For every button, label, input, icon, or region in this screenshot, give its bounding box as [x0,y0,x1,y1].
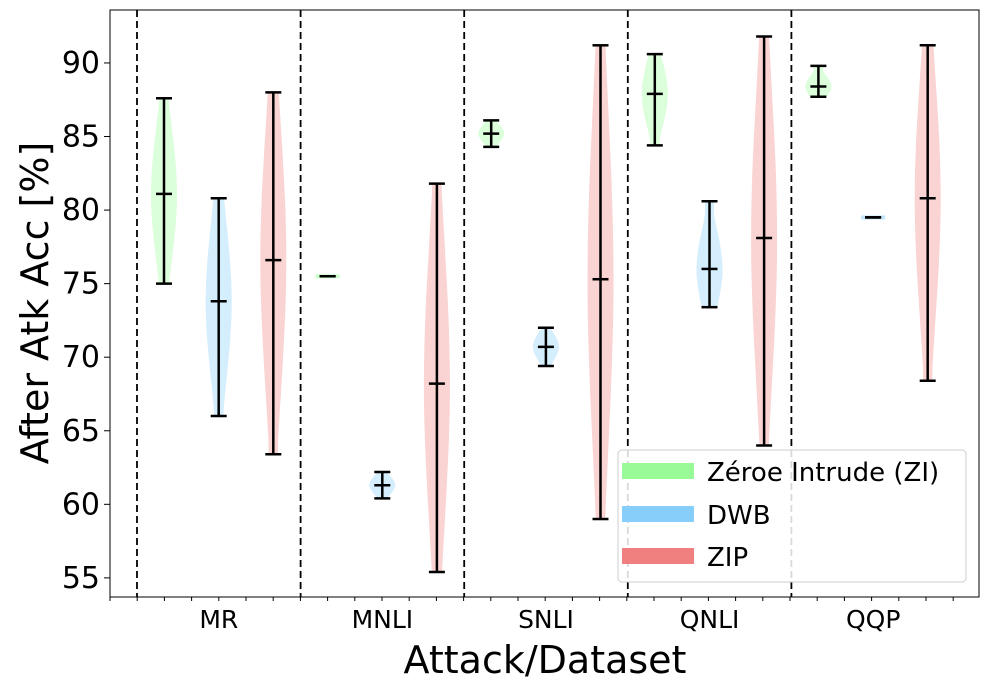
y-axis: 55 60 65 70 75 80 85 90 [62,46,110,596]
y-tick-label: 80 [62,193,100,228]
y-tick-label: 70 [62,340,100,375]
plot-frame [109,9,980,598]
legend-label-dwb: DWB [707,501,771,531]
x-tick-label: MNLI [352,605,414,634]
x-tick-label: QNLI [680,605,740,634]
violins-layer [151,35,941,574]
legend-label-zip: ZIP [707,543,748,573]
x-tick-label: SNLI [518,605,574,634]
legend-frame [617,449,967,583]
y-axis-label: After Atk Acc [%] [13,142,57,465]
legend-swatch-zip [622,548,694,564]
x-axis-label: Attack/Dataset [404,638,687,682]
legend-swatch-zi [622,463,694,479]
legend-label-zi: Zéroe Intrude (ZI) [707,458,939,488]
y-tick-label: 85 [62,120,100,155]
y-tick-label: 55 [62,561,100,596]
y-tick-label: 90 [62,46,100,81]
y-tick-label: 65 [62,414,100,449]
y-tick-label: 60 [62,487,100,522]
legend-swatch-dwb [622,506,694,522]
x-tick-label: QQP [846,605,900,634]
x-axis: MR MNLI SNLI QNLI QQP [109,597,954,634]
x-tick-label: MR [199,605,238,634]
legend: Zéroe Intrude (ZI) DWB ZIP [617,449,967,583]
y-tick-label: 75 [62,267,100,302]
